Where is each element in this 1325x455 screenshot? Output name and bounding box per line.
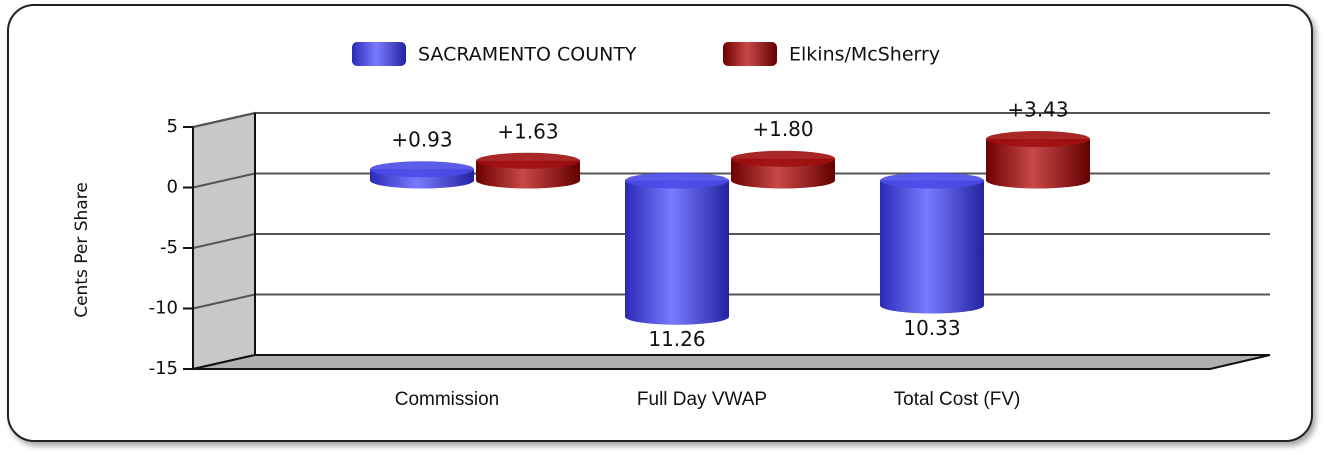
y-tick-label: -10 <box>149 298 178 319</box>
floor <box>192 354 1271 370</box>
value-label: +1.80 <box>752 117 813 141</box>
legend-swatch <box>723 42 777 66</box>
legend-swatch <box>352 42 406 66</box>
cylinder <box>986 130 1090 189</box>
cylinder-top <box>986 130 1090 147</box>
x-tick-label: Commission <box>395 389 500 410</box>
grid-line <box>192 112 256 128</box>
y-tick-label: -15 <box>149 358 178 379</box>
x-tick-label: Total Cost (FV) <box>894 389 1021 410</box>
cylinder <box>476 152 580 189</box>
grid-line <box>192 293 256 310</box>
legend-label: SACRAMENTO COUNTY <box>418 44 637 66</box>
y-tick-label: -5 <box>160 237 178 258</box>
cylinder <box>880 172 984 314</box>
value-label: 11.26 <box>648 327 705 351</box>
cylinder-top <box>625 172 729 189</box>
y-tick-label: 0 <box>167 177 178 198</box>
cylinder <box>370 161 474 189</box>
x-tick-label: Full Day VWAP <box>637 389 767 410</box>
bar <box>880 180 984 306</box>
cylinder-top <box>880 172 984 189</box>
cylinder <box>731 150 835 189</box>
cylinder <box>625 172 729 325</box>
value-label: +0.93 <box>391 128 452 152</box>
bar <box>625 180 729 317</box>
y-tick-label: 5 <box>167 116 178 137</box>
grid-line <box>192 172 256 189</box>
y-axis-title: Cents Per Share <box>72 182 92 318</box>
value-label: 10.33 <box>903 316 960 340</box>
cylinder-top <box>476 152 580 169</box>
value-label: +3.43 <box>1007 97 1068 121</box>
cylinder-top <box>731 150 835 167</box>
legend-label: Elkins/McSherry <box>789 44 940 66</box>
cylinder-top <box>370 161 474 178</box>
value-label: +1.63 <box>497 119 558 143</box>
grid-line <box>192 233 256 249</box>
